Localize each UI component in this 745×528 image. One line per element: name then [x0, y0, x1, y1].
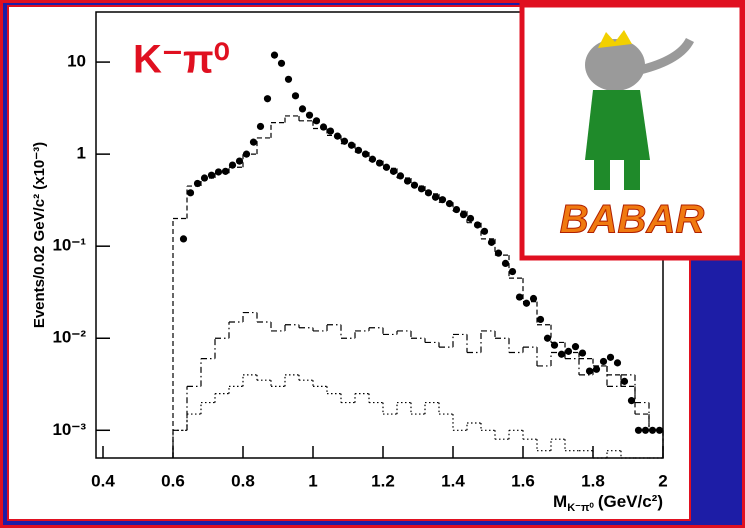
- x-tick-label: 1: [308, 471, 317, 490]
- data-point: [298, 105, 307, 113]
- data-point: [403, 177, 412, 185]
- x-label-subscript: K⁻π⁰: [567, 502, 594, 514]
- data-point: [508, 267, 517, 276]
- data-point: [557, 350, 566, 358]
- data-point: [494, 249, 503, 257]
- data-point: [431, 193, 440, 201]
- data-point: [214, 168, 223, 176]
- data-point: [620, 377, 629, 385]
- data-point: [459, 211, 468, 219]
- data-point: [487, 238, 496, 246]
- data-point: [627, 397, 636, 405]
- data-point: [592, 365, 601, 373]
- data-point: [347, 141, 356, 149]
- data-point: [277, 59, 286, 67]
- data-point: [333, 132, 342, 140]
- data-point: [550, 341, 559, 349]
- data-point: [424, 189, 433, 197]
- data-point: [368, 155, 377, 163]
- x-tick-label: 1.8: [581, 471, 605, 490]
- data-point: [193, 179, 202, 188]
- data-point: [228, 161, 237, 169]
- suit: [585, 90, 650, 160]
- data-point: [445, 200, 454, 208]
- data-point: [382, 163, 391, 171]
- data-point: [536, 315, 545, 324]
- data-point: [186, 189, 195, 197]
- data-point: [242, 150, 251, 158]
- data-point: [263, 95, 272, 103]
- data-point: [641, 426, 650, 434]
- data-point: [606, 353, 615, 361]
- data-point: [340, 137, 349, 145]
- leg: [594, 160, 610, 190]
- data-point: [466, 214, 475, 223]
- plot-area: [172, 51, 664, 459]
- data-point: [438, 196, 447, 204]
- data-point: [270, 51, 279, 59]
- data-point: [655, 426, 664, 434]
- x-tick-label: 0.8: [231, 471, 255, 490]
- data-point: [648, 426, 657, 434]
- data-point: [522, 299, 531, 307]
- logo-text: BABAR: [560, 198, 705, 242]
- data-point: [319, 123, 328, 131]
- data-point: [207, 171, 216, 179]
- data-point: [396, 172, 405, 180]
- y-axis-label: Events/0.02 GeV/c² (x10⁻³): [31, 142, 48, 328]
- x-tick-label: 1.6: [511, 471, 535, 490]
- data-point: [284, 75, 293, 83]
- x-label-symbol: M: [553, 492, 567, 511]
- data-point: [256, 122, 265, 131]
- data-point: [389, 167, 398, 175]
- data-point: [221, 167, 230, 175]
- data-point: [249, 138, 258, 146]
- y-tick-label: 10⁻²: [52, 328, 86, 347]
- data-point: [599, 357, 608, 366]
- x-tick-label: 2: [658, 471, 667, 490]
- leg: [624, 160, 640, 190]
- elephant-head: [585, 39, 645, 91]
- data-point: [200, 174, 209, 182]
- data-point: [179, 235, 188, 243]
- data-point: [634, 426, 643, 434]
- y-tick-label: 1: [77, 144, 86, 163]
- x-tick-label: 0.4: [91, 471, 115, 490]
- data-point: [613, 359, 622, 367]
- data-point: [235, 157, 244, 165]
- x-tick-label: 1.2: [371, 471, 395, 490]
- data-point: [571, 343, 580, 351]
- data-point: [410, 181, 419, 189]
- x-label-unit: (GeV/c²): [598, 492, 663, 511]
- data-point: [312, 117, 321, 125]
- data-point: [529, 294, 538, 303]
- data-point: [501, 259, 510, 268]
- crown: [598, 30, 632, 48]
- data-point: [354, 146, 363, 154]
- data-point: [291, 92, 300, 100]
- data-point: [361, 150, 370, 158]
- data-point: [473, 221, 482, 229]
- data-point: [578, 349, 587, 357]
- data-point: [417, 185, 426, 193]
- y-tick-label: 10⁻³: [52, 420, 86, 439]
- x-axis-label: MK⁻π⁰ (GeV/c²): [553, 492, 663, 513]
- x-tick-label: 0.6: [161, 471, 185, 490]
- y-tick-label: 10⁻¹: [52, 236, 86, 255]
- data-point: [375, 159, 384, 167]
- annotation: K⁻π⁰: [133, 38, 230, 82]
- data-point: [543, 334, 552, 342]
- trunk: [638, 37, 695, 75]
- data-point: [305, 111, 314, 119]
- x-tick-label: 1.4: [441, 471, 465, 490]
- data-point: [564, 347, 573, 355]
- data-point: [515, 293, 524, 301]
- data-point: [326, 127, 335, 135]
- y-tick-label: 10: [67, 52, 86, 71]
- logo: BABAR: [519, 2, 745, 261]
- data-point: [480, 227, 489, 235]
- data-point: [452, 205, 461, 214]
- data-point: [585, 367, 594, 375]
